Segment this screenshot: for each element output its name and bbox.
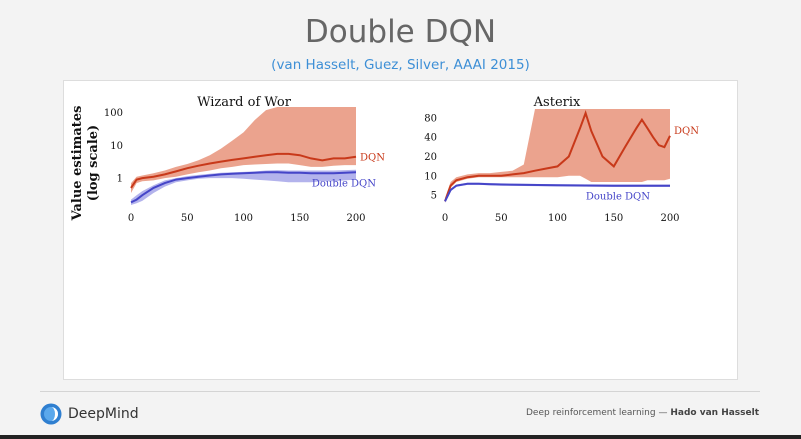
deepmind-logo-icon bbox=[40, 403, 62, 425]
double-dqn-line-1 bbox=[444, 182, 670, 202]
bottom-bar bbox=[0, 435, 801, 439]
x-tick-label: 200 bbox=[660, 213, 679, 224]
chart-title-0: Wizard of Wor bbox=[197, 95, 292, 110]
x-tick-label: 150 bbox=[290, 213, 309, 224]
dqn-band-0 bbox=[131, 107, 356, 193]
dqn-label-0: DQN bbox=[360, 153, 385, 164]
chart-title-1: Asterix bbox=[533, 95, 581, 110]
x-tick-label: 100 bbox=[234, 213, 253, 224]
deepmind-logo: DeepMind bbox=[40, 403, 139, 425]
double-dqn-label-0: Double DQN bbox=[312, 178, 376, 189]
figure-panel: Wizard of Wor 0 50 100 150 200 1 10 100 DQN Double… bbox=[63, 80, 738, 380]
footer-credit: Deep reinforcement learning — Hado van H… bbox=[526, 408, 759, 418]
x-tick-label: 200 bbox=[346, 213, 365, 224]
y-tick-label: 1 bbox=[117, 174, 123, 185]
x-tick-label: 0 bbox=[128, 213, 134, 224]
y-axis-label-line1: Value estimates bbox=[70, 106, 85, 222]
y-tick-label: 10 bbox=[110, 141, 123, 152]
slide-subtitle[interactable]: (van Hasselt, Guez, Silver, AAAI 2015) bbox=[271, 57, 530, 73]
dqn-line-0 bbox=[130, 152, 357, 189]
double-dqn-label-1: Double DQN bbox=[586, 192, 650, 203]
y-tick-label: 80 bbox=[424, 113, 437, 124]
footer-divider bbox=[40, 391, 760, 392]
y-tick-label: 100 bbox=[104, 108, 123, 119]
logo-text: DeepMind bbox=[68, 406, 139, 422]
x-tick-label: 0 bbox=[442, 213, 448, 224]
y-tick-label: 10 bbox=[424, 171, 437, 182]
dqn-band-1 bbox=[445, 109, 670, 203]
footer-course: Deep reinforcement learning — bbox=[526, 408, 668, 418]
slide-title: Double DQN bbox=[304, 14, 497, 50]
footer-author: Hado van Hasselt bbox=[670, 408, 759, 418]
double-dqn-line-0 bbox=[130, 171, 357, 204]
dqn-label-1: DQN bbox=[674, 126, 699, 137]
x-tick-label: 100 bbox=[548, 213, 567, 224]
x-tick-label: 50 bbox=[181, 213, 194, 224]
x-tick-label: 150 bbox=[604, 213, 623, 224]
x-tick-label: 50 bbox=[495, 213, 508, 224]
y-tick-label: 5 bbox=[431, 191, 437, 202]
y-tick-label: 40 bbox=[424, 133, 437, 144]
dqn-line-1 bbox=[444, 110, 671, 202]
y-tick-label: 20 bbox=[424, 152, 437, 163]
y-axis-label-line2: (log scale) bbox=[86, 125, 101, 201]
